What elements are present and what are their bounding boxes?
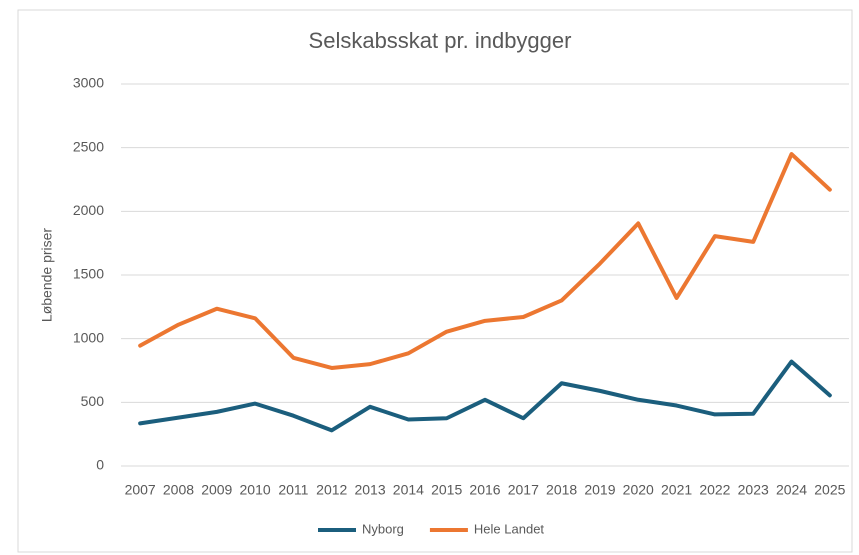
y-tick-label: 3000	[73, 75, 104, 91]
x-tick-label: 2021	[661, 482, 692, 498]
legend-label: Hele Landet	[474, 521, 544, 536]
x-tick-label: 2017	[508, 482, 539, 498]
y-tick-label: 500	[81, 393, 105, 409]
data-line	[138, 359, 832, 433]
x-tick-label: 2024	[776, 482, 807, 498]
x-tick-label: 2020	[623, 482, 654, 498]
x-tick-label: 2019	[584, 482, 615, 498]
x-tick-label: 2007	[125, 482, 156, 498]
x-tick-label: 2023	[738, 482, 769, 498]
chart-frame	[17, 9, 853, 553]
x-tick-label: 2011	[278, 482, 308, 498]
x-tick-label: 2015	[431, 482, 462, 498]
x-tick-label: 2008	[163, 482, 194, 498]
y-tick-label: 2000	[73, 202, 104, 218]
x-tick-label: 2018	[546, 482, 577, 498]
x-tick-label: 2012	[316, 482, 347, 498]
x-tick-label: 2025	[814, 482, 845, 498]
x-tick-label: 2009	[201, 482, 232, 498]
x-tick-label: 2013	[354, 482, 385, 498]
y-axis-label: Løbende priser	[39, 228, 55, 323]
x-tick-label: 2016	[469, 482, 500, 498]
x-tick-label: 2022	[699, 482, 730, 498]
legend-label: Nyborg	[362, 521, 404, 536]
y-tick-label: 2500	[73, 138, 104, 154]
y-tick-label: 1500	[73, 266, 104, 282]
chart-title: Selskabsskat pr. indbygger	[309, 28, 572, 53]
data-line	[138, 152, 832, 370]
x-tick-label: 2010	[240, 482, 271, 498]
y-tick-label: 1000	[73, 329, 104, 345]
x-tick-label: 2014	[393, 482, 424, 498]
y-tick-label: 0	[96, 457, 104, 473]
